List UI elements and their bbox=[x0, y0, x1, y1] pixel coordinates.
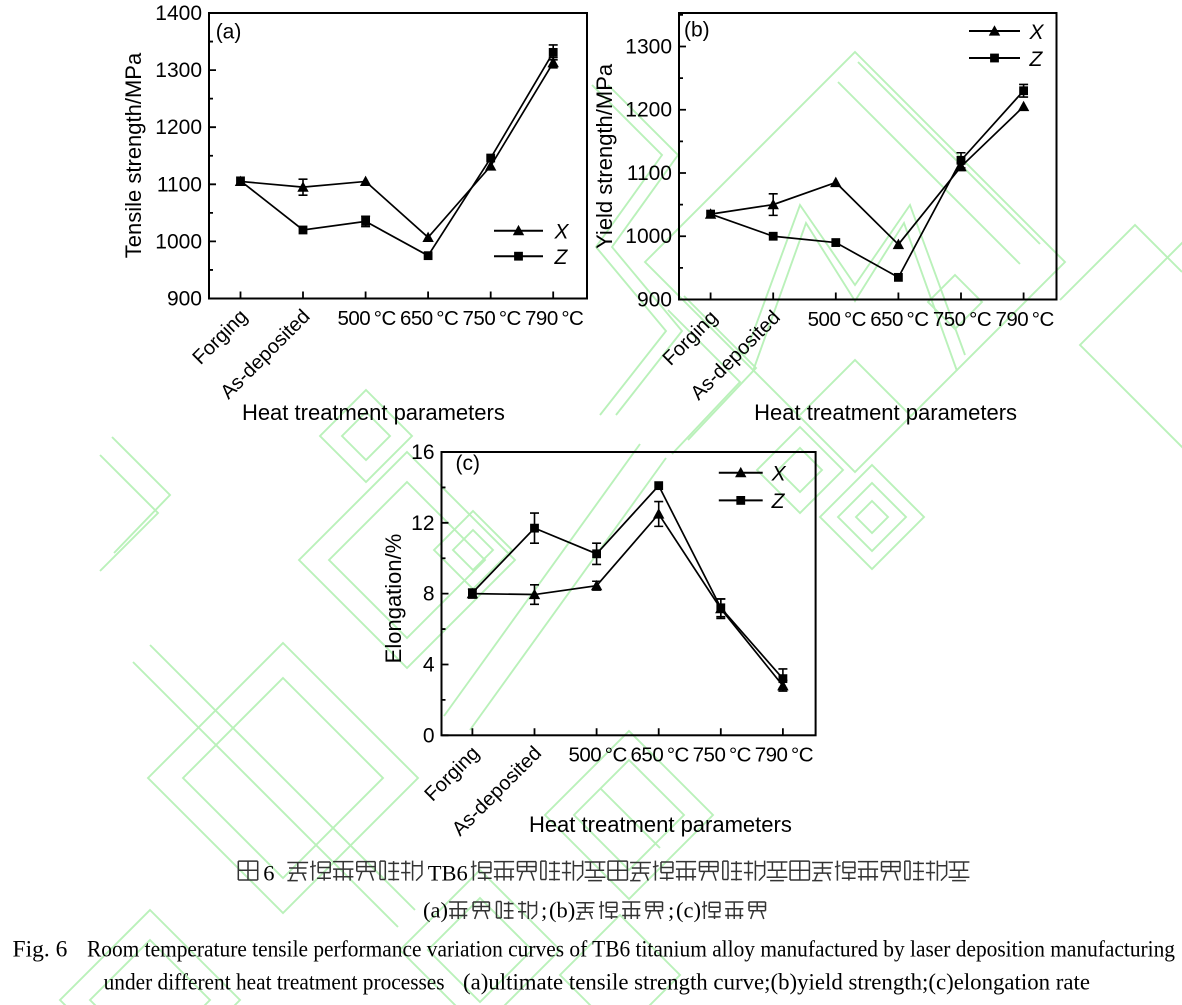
svg-text:1400: 1400 bbox=[155, 2, 202, 25]
svg-text:1000: 1000 bbox=[625, 225, 672, 248]
svg-text:790 °C: 790 °C bbox=[995, 308, 1054, 331]
svg-text:1000: 1000 bbox=[155, 230, 202, 253]
svg-text:Room temperature tensile perfo: Room temperature tensile performance var… bbox=[87, 937, 1175, 963]
svg-text:1200: 1200 bbox=[155, 116, 202, 139]
svg-text:TB6: TB6 bbox=[428, 860, 468, 885]
svg-text:Heat treatment parameters: Heat treatment parameters bbox=[242, 400, 505, 425]
svg-text:Z: Z bbox=[771, 490, 786, 513]
svg-text:;: ; bbox=[668, 898, 674, 923]
svg-text:;: ; bbox=[541, 898, 547, 923]
svg-text:900: 900 bbox=[167, 288, 202, 311]
svg-text:X: X bbox=[771, 463, 787, 486]
svg-text:500 °C: 500 °C bbox=[568, 744, 627, 767]
svg-text:(b): (b) bbox=[684, 19, 710, 42]
svg-text:(a): (a) bbox=[216, 21, 242, 44]
svg-text:1100: 1100 bbox=[157, 173, 202, 196]
svg-text:Yield strength/MPa: Yield strength/MPa bbox=[592, 63, 617, 249]
svg-text:500 °C: 500 °C bbox=[808, 308, 867, 331]
svg-text:(c): (c) bbox=[456, 452, 481, 475]
svg-text:Fig. 6: Fig. 6 bbox=[13, 937, 68, 963]
svg-text:16: 16 bbox=[411, 441, 434, 464]
svg-text:750 °C: 750 °C bbox=[933, 308, 992, 331]
svg-text:Forging: Forging bbox=[189, 305, 253, 369]
svg-text:900: 900 bbox=[637, 289, 672, 312]
svg-text:0: 0 bbox=[423, 724, 435, 747]
svg-text:Heat treatment parameters: Heat treatment parameters bbox=[529, 812, 792, 837]
svg-text:6: 6 bbox=[263, 860, 274, 885]
svg-text:(a): (a) bbox=[423, 898, 448, 923]
svg-text:8: 8 bbox=[423, 583, 435, 606]
svg-text:500 °C: 500 °C bbox=[337, 307, 396, 330]
svg-text:Z: Z bbox=[1029, 48, 1044, 71]
svg-text:Tensile strength/MPa: Tensile strength/MPa bbox=[121, 52, 146, 258]
svg-text:X: X bbox=[554, 221, 570, 244]
svg-text:Elongation/%: Elongation/% bbox=[381, 534, 406, 664]
svg-text:1300: 1300 bbox=[625, 35, 672, 58]
svg-text:(a)ultimate tensile strength c: (a)ultimate tensile strength curve;(b)yi… bbox=[463, 970, 1090, 996]
svg-text:750 °C: 750 °C bbox=[463, 307, 522, 330]
svg-text:X: X bbox=[1029, 21, 1045, 44]
svg-text:1200: 1200 bbox=[625, 99, 672, 122]
svg-text:Forging: Forging bbox=[659, 306, 723, 370]
svg-text:650 °C: 650 °C bbox=[400, 307, 459, 330]
svg-text:12: 12 bbox=[411, 512, 434, 535]
svg-text:1100: 1100 bbox=[627, 162, 672, 185]
svg-text:790 °C: 790 °C bbox=[755, 744, 814, 767]
svg-text:Heat treatment parameters: Heat treatment parameters bbox=[754, 400, 1017, 425]
svg-text:(c): (c) bbox=[676, 898, 701, 923]
svg-text:Forging: Forging bbox=[420, 742, 484, 806]
svg-text:650 °C: 650 °C bbox=[631, 744, 690, 767]
svg-text:750 °C: 750 °C bbox=[693, 744, 752, 767]
svg-text:790 °C: 790 °C bbox=[525, 307, 584, 330]
svg-text:(b): (b) bbox=[549, 898, 575, 923]
svg-text:1300: 1300 bbox=[155, 59, 202, 82]
svg-text:650 °C: 650 °C bbox=[870, 308, 929, 331]
svg-text:4: 4 bbox=[423, 653, 435, 676]
svg-text:under different heat treatment: under different heat treatment processes bbox=[104, 970, 445, 996]
svg-text:Z: Z bbox=[554, 246, 569, 269]
